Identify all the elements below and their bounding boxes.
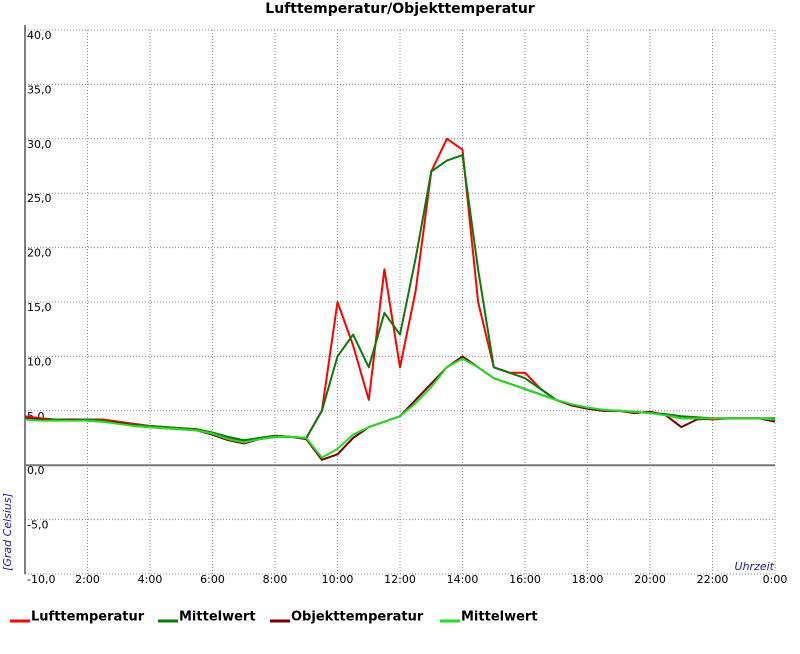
x-tick-label: 20:00 — [634, 573, 666, 586]
y-tick-label: -5,0 — [27, 519, 48, 532]
x-tick-label: 18:00 — [572, 573, 604, 586]
chart-title: Lufttemperatur/Objekttemperatur — [265, 1, 535, 17]
series-line — [24, 357, 776, 459]
x-tick-label: 12:00 — [384, 573, 416, 586]
legend-label: Mittelwert — [179, 610, 256, 625]
series-line — [24, 137, 776, 443]
y-tick-label: 10,0 — [27, 355, 52, 368]
legend-label: Lufttemperatur — [31, 610, 145, 625]
x-tick-label: 16:00 — [509, 573, 541, 586]
y-tick-label: -10,0 — [27, 573, 55, 586]
x-tick-label: 14:00 — [447, 573, 479, 586]
legend-label: Mittelwert — [461, 610, 538, 625]
y-tick-label: 30,0 — [27, 138, 52, 151]
y-tick-label: 35,0 — [27, 83, 52, 96]
y-tick-label: 15,0 — [27, 301, 52, 314]
x-tick-label: 22:00 — [697, 573, 729, 586]
x-tick-label: 4:00 — [138, 573, 163, 586]
x-tick-label: 10:00 — [322, 573, 354, 586]
x-tick-label: 2:00 — [75, 573, 100, 586]
y-tick-label: 40,0 — [27, 29, 52, 42]
y-tick-label: 20,0 — [27, 247, 52, 260]
x-tick-label: 8:00 — [263, 573, 288, 586]
x-tick-label: 0:00 — [763, 573, 788, 586]
x-tick-label: 6:00 — [200, 573, 225, 586]
legend-label: Objekttemperatur — [291, 610, 424, 625]
y-tick-label: 0,0 — [27, 464, 45, 477]
y-axis-label: [Grad Celsius] — [1, 493, 14, 571]
y-tick-label: 25,0 — [27, 192, 52, 205]
x-axis-label: Uhrzeit — [735, 560, 775, 573]
